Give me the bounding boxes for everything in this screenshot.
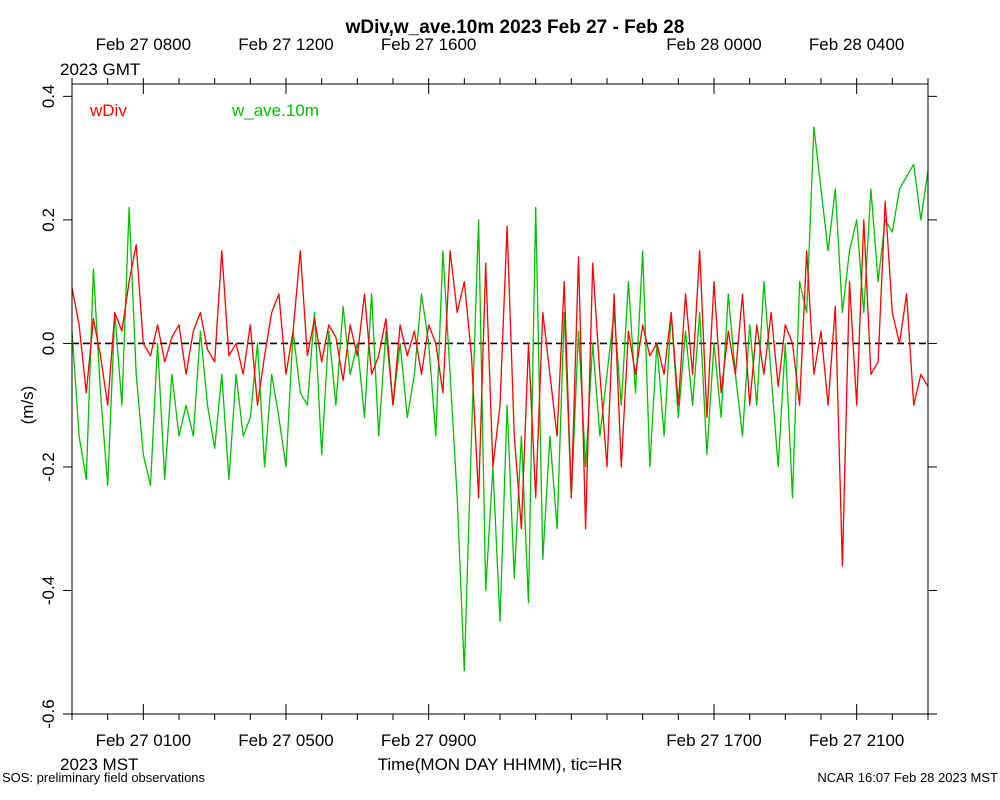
footer-right: NCAR 16:07 Feb 28 2023 MST	[817, 770, 998, 785]
x-tick-label-bottom: Feb 27 0100	[96, 731, 191, 750]
x-tick-label-bottom: Feb 27 2100	[809, 731, 904, 750]
y-tick-label: 0.0	[39, 332, 58, 356]
y-tick-label: 0.2	[39, 208, 58, 232]
x-tick-label-top: Feb 28 0000	[666, 35, 761, 54]
bottom-corner-label: 2023 MST	[60, 755, 138, 774]
top-corner-label: 2023 GMT	[60, 60, 140, 79]
x-axis-label: Time(MON DAY HHMM), tic=HR	[378, 755, 623, 774]
y-tick-label: 0.4	[39, 85, 58, 109]
x-tick-label-top: Feb 27 1600	[381, 35, 476, 54]
y-tick-label: -0.2	[39, 452, 58, 481]
y-tick-label: -0.6	[39, 699, 58, 728]
chart-title: wDiv,w_ave.10m 2023 Feb 27 - Feb 28	[345, 17, 685, 38]
x-tick-label-bottom: Feb 27 1700	[666, 731, 761, 750]
legend-entry: w_ave.10m	[231, 101, 319, 120]
plot-frame	[71, 83, 929, 715]
x-tick-label-top: Feb 27 0800	[96, 35, 191, 54]
axis-ticks: Feb 27 0100 Feb 27 0500 Feb 27 0900 Feb 27 …	[39, 35, 937, 750]
series-lines	[71, 126, 929, 672]
series-line-w-ave-10m	[71, 126, 929, 672]
y-tick-label: -0.4	[39, 576, 58, 605]
series-line-wdiv	[71, 200, 929, 567]
x-tick-label-top: Feb 28 0400	[809, 35, 904, 54]
footer-left: SOS: preliminary field observations	[2, 770, 206, 785]
x-tick-label-bottom: Feb 27 0900	[381, 731, 476, 750]
legend: wDiv w_ave.10m	[89, 101, 319, 120]
x-tick-label-bottom: Feb 27 0500	[238, 731, 333, 750]
legend-entry: wDiv	[89, 101, 127, 120]
y-axis-label: (m/s)	[18, 386, 37, 425]
x-tick-label-top: Feb 27 1200	[238, 35, 333, 54]
